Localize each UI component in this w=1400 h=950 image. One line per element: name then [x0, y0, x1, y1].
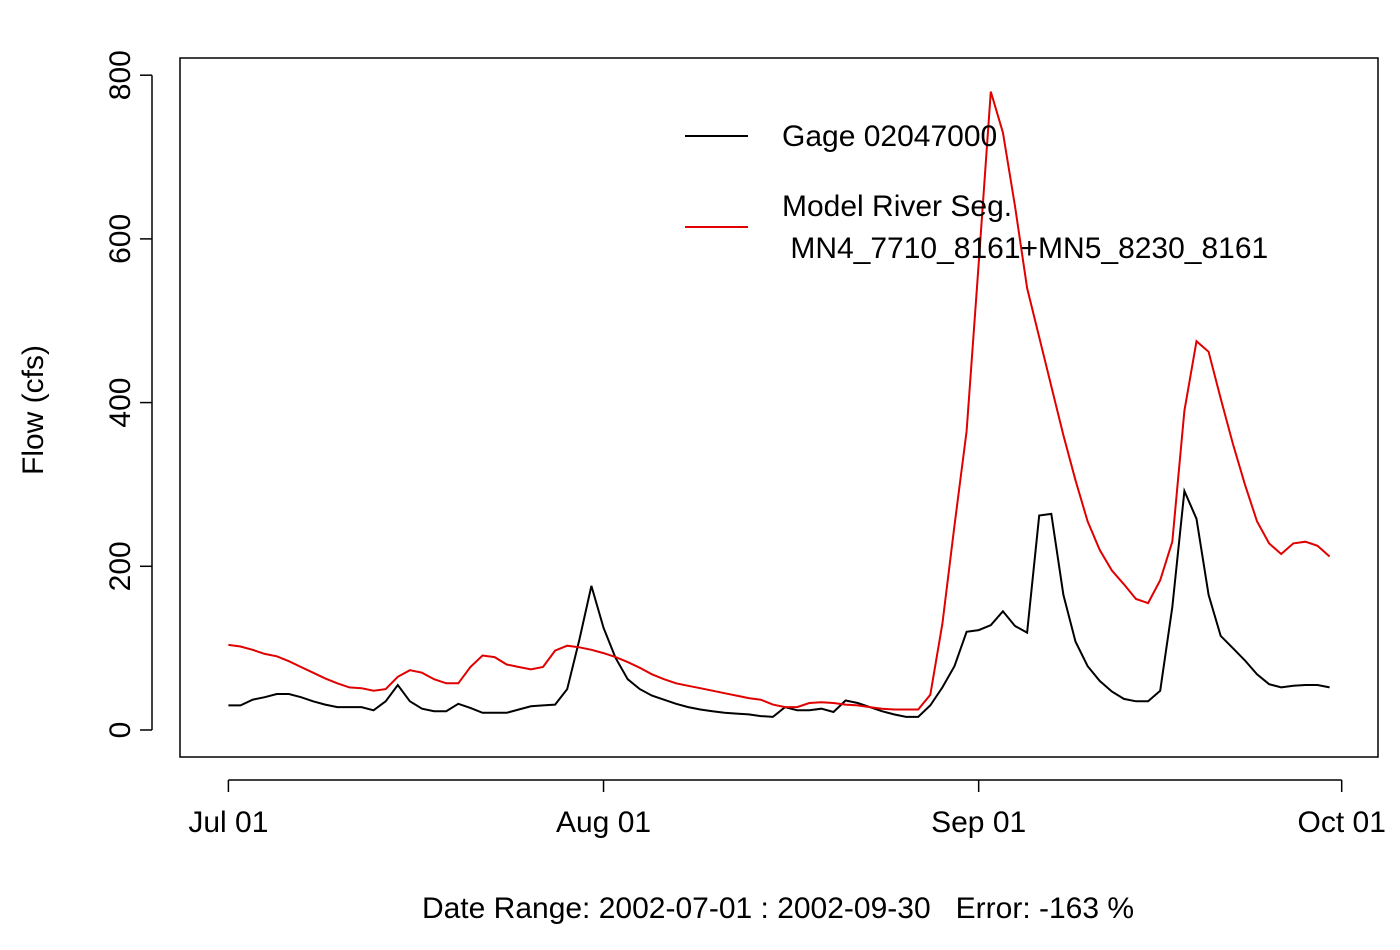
legend-label: Model River Seg. MN4_7710_8161+MN5_8230_… — [782, 190, 1268, 265]
x-tick-label: Jul 01 — [188, 806, 268, 839]
y-axis-label: Flow (cfs) — [17, 345, 50, 475]
x-tick-label: Sep 01 — [931, 806, 1026, 839]
legend-label-line: Gage 02047000 — [782, 120, 997, 153]
series-line — [228, 91, 1331, 711]
y-tick-label: 600 — [104, 214, 137, 264]
legend-label-line: MN4_7710_8161+MN5_8230_8161 — [782, 232, 1268, 265]
y-tick-label: 800 — [104, 50, 137, 100]
y-tick-label: 400 — [104, 378, 137, 428]
x-tick-label: Oct 01 — [1298, 806, 1386, 839]
y-tick-label: 0 — [104, 722, 137, 739]
legend-label-line: Model River Seg. — [782, 190, 1012, 223]
x-axis-label: Date Range: 2002-07-01 : 2002-09-30 Erro… — [422, 892, 1134, 925]
legend-label: Gage 02047000 — [782, 120, 997, 153]
series-line — [228, 487, 1330, 718]
y-tick-label: 200 — [104, 541, 137, 591]
x-tick-label: Aug 01 — [556, 806, 651, 839]
plot-box — [179, 57, 1379, 758]
